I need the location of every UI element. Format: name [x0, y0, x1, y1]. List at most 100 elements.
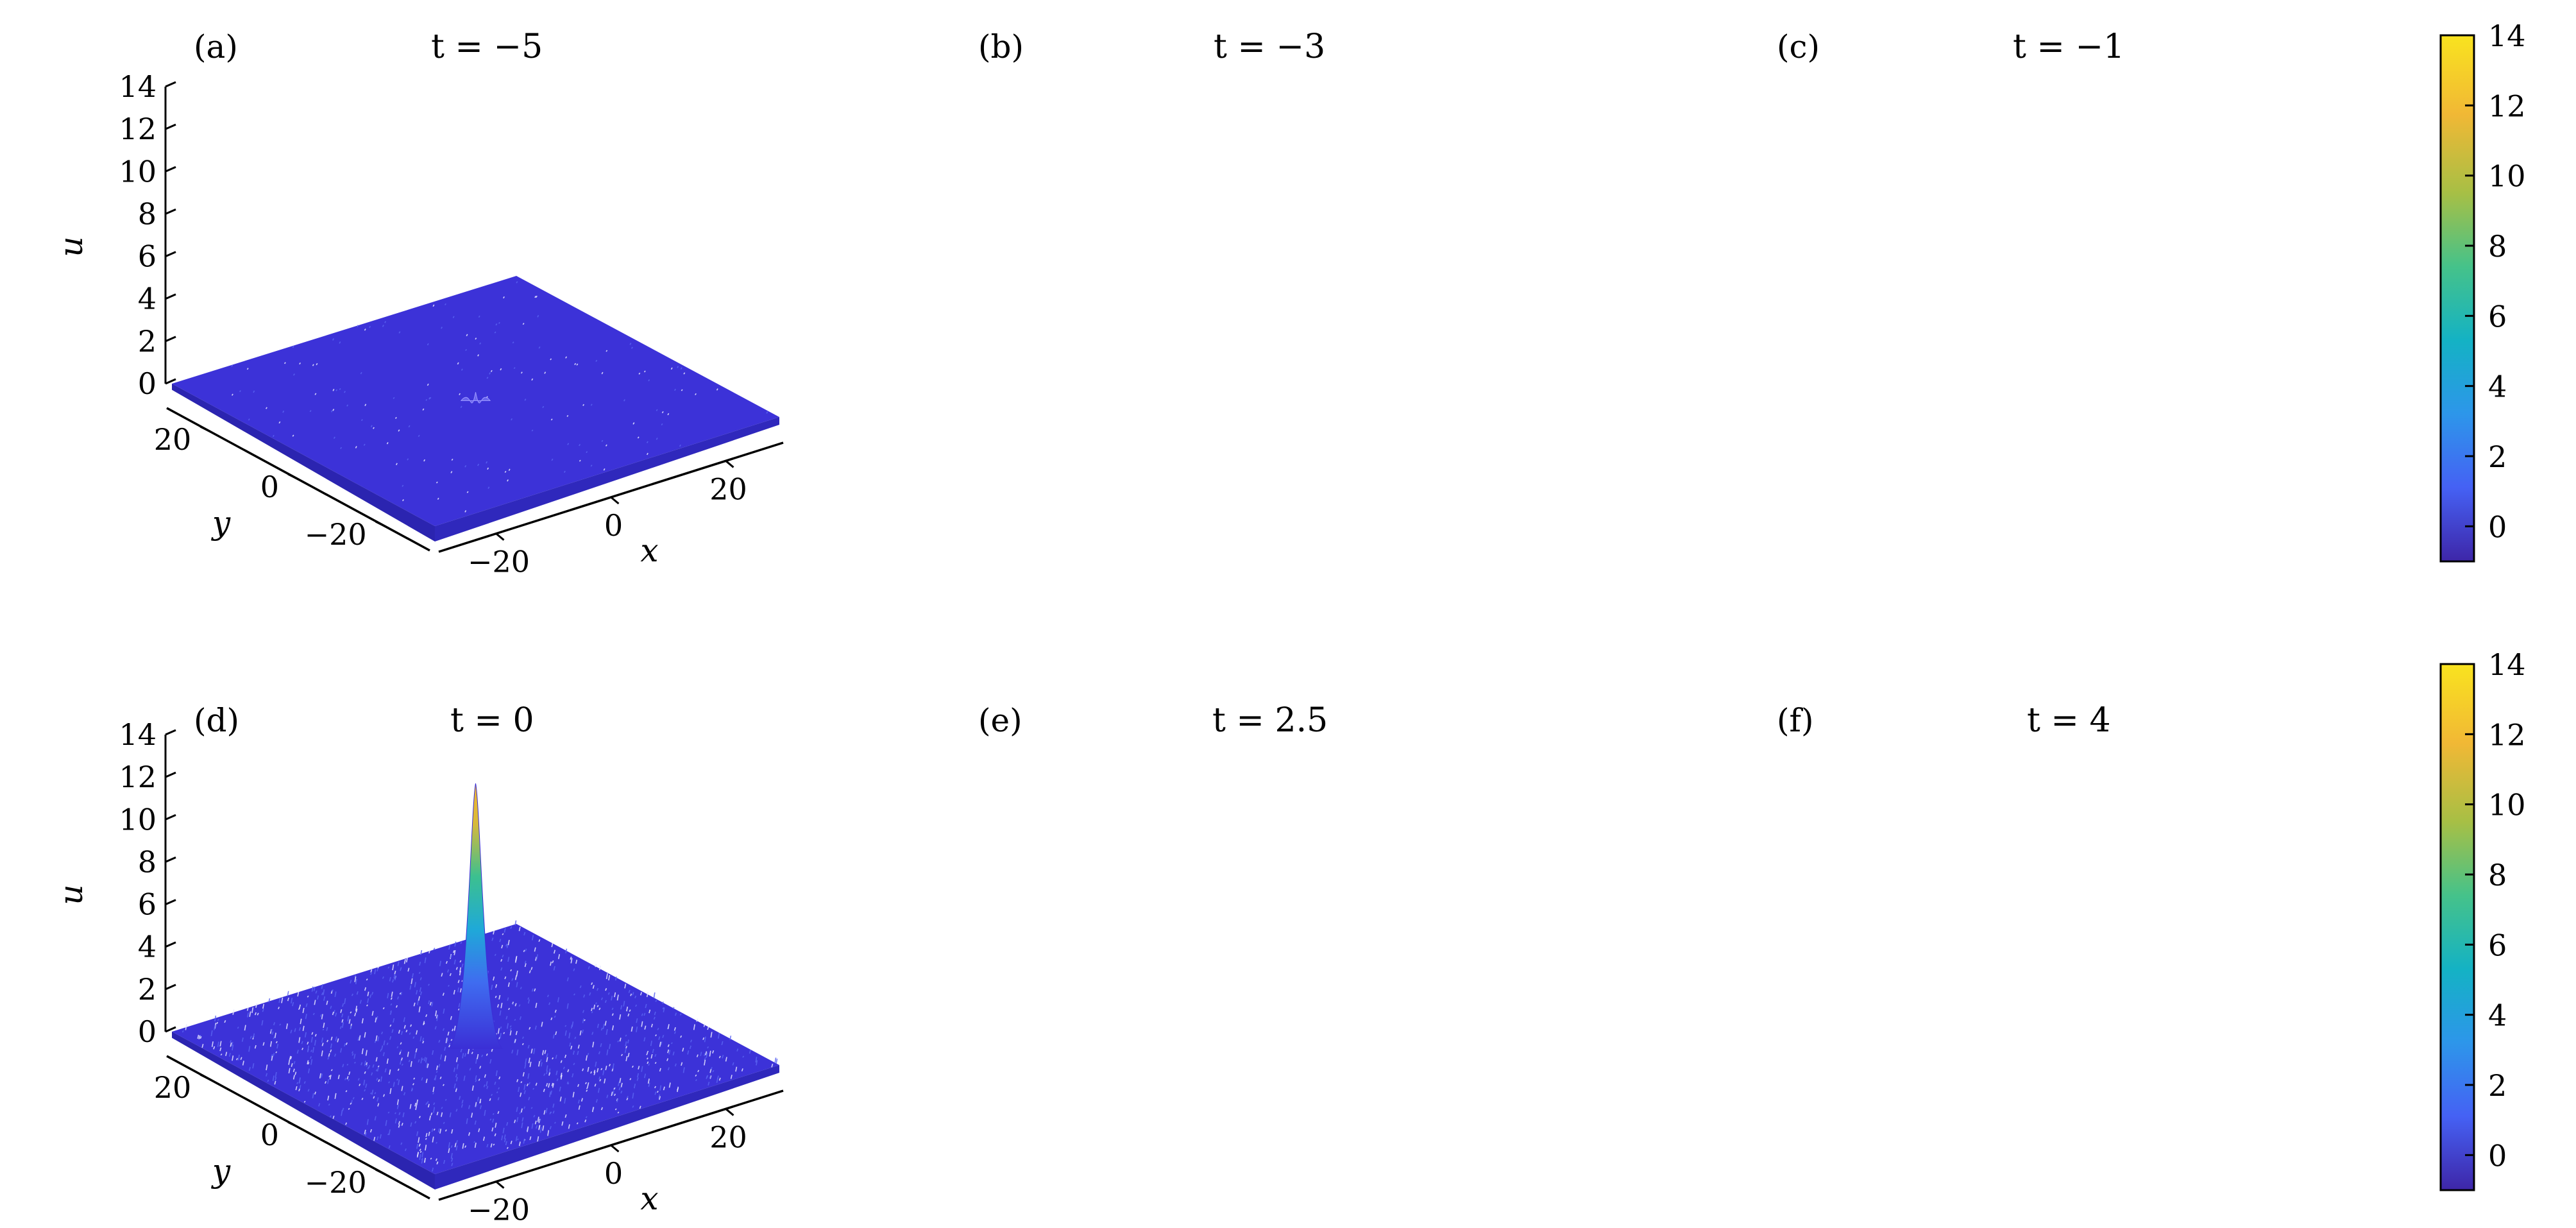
noise-mark	[690, 1039, 693, 1043]
noise-mark	[645, 1003, 647, 1009]
noise-mark	[379, 1134, 382, 1139]
noise-mark	[707, 1027, 709, 1030]
noise-mark	[491, 1048, 493, 1052]
noise-mark	[695, 393, 697, 396]
noise-mark	[412, 1083, 414, 1086]
noise-mark	[457, 362, 459, 365]
noise-mark	[457, 980, 460, 984]
noise-mark	[498, 1087, 500, 1089]
noise-mark	[393, 1082, 395, 1087]
noise-mark	[326, 1000, 328, 1005]
noise-mark	[465, 348, 467, 352]
noise-mark	[492, 1113, 495, 1115]
noise-mark	[619, 1014, 622, 1020]
noise-mark	[386, 442, 389, 445]
noise-mark	[495, 995, 497, 998]
noise-mark	[500, 959, 503, 962]
noise-mark	[667, 1024, 670, 1030]
noise-mark	[292, 345, 294, 348]
noise-mark	[704, 1053, 706, 1057]
noise-mark	[588, 966, 590, 969]
noise-mark	[511, 978, 514, 981]
noise-mark	[629, 343, 632, 345]
noise-mark	[330, 1069, 333, 1071]
noise-mark	[570, 957, 572, 960]
noise-mark	[499, 1033, 502, 1039]
colorbar-gradient	[2439, 34, 2475, 563]
z-axis-label: u	[53, 884, 90, 905]
noise-mark	[507, 479, 509, 482]
noise-mark	[552, 1111, 555, 1114]
noise-mark	[619, 1037, 622, 1042]
x-tick-label: 20	[709, 1120, 747, 1154]
noise-mark	[590, 1071, 593, 1074]
noise-mark	[481, 1054, 484, 1057]
noise-mark	[390, 1003, 393, 1006]
noise-mark	[352, 1096, 355, 1100]
noise-mark	[389, 1036, 392, 1040]
noise-mark	[250, 1036, 252, 1039]
noise-mark	[634, 995, 637, 998]
noise-mark	[718, 1055, 721, 1059]
noise-mark	[654, 1091, 657, 1095]
noise-mark	[514, 975, 517, 980]
x-axis-label: x	[640, 1180, 658, 1217]
noise-mark	[505, 1141, 507, 1146]
noise-mark	[197, 1034, 199, 1039]
panel-f: (f) t = 4	[1777, 701, 2111, 740]
noise-mark	[425, 398, 428, 401]
noise-mark	[509, 1028, 512, 1031]
noise-mark	[391, 991, 393, 997]
noise-mark	[555, 1031, 557, 1036]
z-tick	[165, 336, 176, 343]
noise-mark	[611, 1091, 613, 1096]
noise-mark	[211, 1041, 214, 1047]
noise-mark	[340, 447, 343, 449]
noise-mark	[569, 1042, 572, 1047]
noise-mark	[556, 1078, 559, 1082]
noise-mark	[462, 1143, 464, 1149]
noise-mark	[230, 1040, 232, 1043]
noise-mark	[366, 1062, 368, 1066]
noise-mark	[374, 1092, 377, 1095]
noise-mark	[564, 1054, 567, 1059]
noise-mark	[321, 992, 324, 996]
noise-mark	[624, 984, 627, 989]
colorbar-tick-label: 8	[2488, 858, 2507, 892]
noise-mark	[659, 1041, 661, 1047]
noise-mark	[314, 393, 317, 395]
noise-mark	[377, 1097, 379, 1102]
noise-mark	[479, 342, 482, 345]
noise-mark	[436, 1141, 437, 1144]
noise-mark	[403, 959, 406, 964]
noise-mark	[628, 989, 631, 993]
noise-mark	[643, 1037, 646, 1042]
noise-mark	[340, 1048, 343, 1053]
noise-mark	[531, 429, 534, 432]
noise-mark	[418, 1137, 420, 1143]
noise-mark	[659, 1085, 662, 1091]
noise-mark	[436, 1071, 438, 1073]
noise-mark	[539, 1119, 541, 1122]
noise-mark	[656, 409, 658, 411]
noise-mark	[491, 1127, 494, 1132]
noise-mark	[650, 1023, 653, 1028]
noise-mark	[298, 1088, 301, 1092]
noise-mark	[394, 1112, 396, 1114]
noise-mark	[427, 1101, 429, 1104]
noise-mark	[393, 1018, 395, 1023]
noise-mark	[412, 1036, 415, 1039]
noise-mark	[275, 1051, 278, 1053]
noise-mark	[549, 1111, 552, 1114]
noise-mark	[453, 1025, 456, 1031]
noise-mark	[564, 1025, 567, 1027]
x-tick-label: 20	[709, 472, 747, 506]
noise-mark	[667, 1049, 670, 1053]
noise-mark	[296, 1082, 299, 1084]
noise-mark	[564, 1114, 567, 1118]
noise-mark	[335, 1036, 337, 1041]
panel-title: t = 4	[2027, 701, 2111, 740]
noise-mark	[532, 1087, 535, 1090]
noise-mark	[392, 964, 394, 971]
